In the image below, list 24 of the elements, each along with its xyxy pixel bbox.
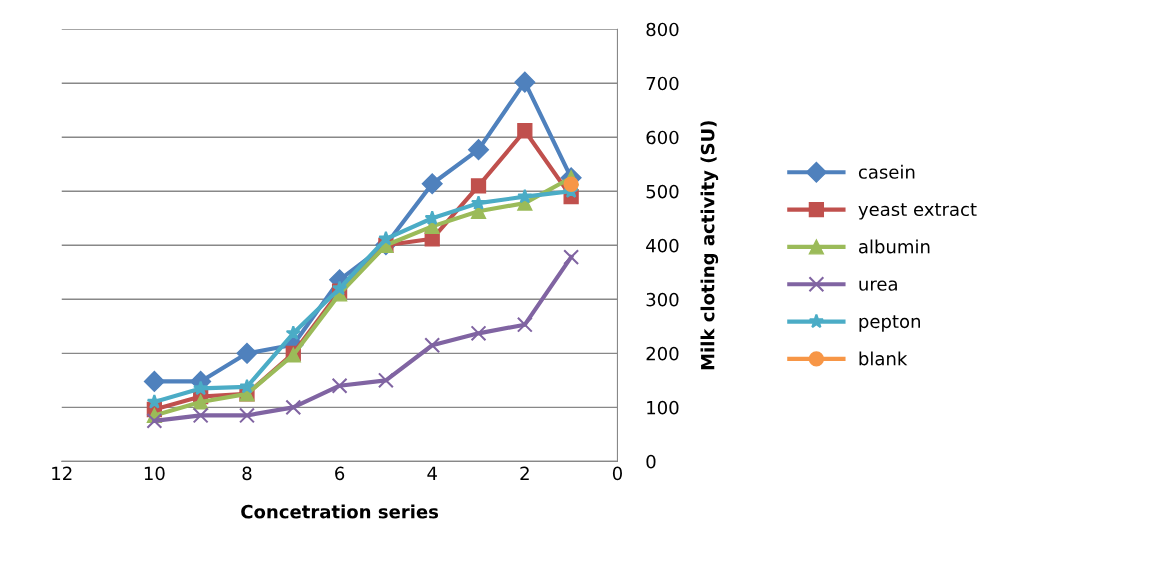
x-tick-label: 12 <box>52 466 72 480</box>
legend-label: casein <box>858 164 915 179</box>
y-tick-label: 800 <box>646 22 679 37</box>
legend-label: yeast extract <box>858 203 977 220</box>
y-tick-label: 400 <box>646 238 679 253</box>
legend-label: pepton <box>859 315 920 332</box>
y-tick-label: 300 <box>646 292 679 307</box>
x-tick-label: 8 <box>242 466 252 481</box>
legend-label: urea <box>859 280 897 291</box>
x-tick-label: 2 <box>520 466 529 480</box>
y-tick-label: 200 <box>646 346 679 361</box>
y-tick-label: 100 <box>647 400 679 415</box>
y-tick-label: 600 <box>646 130 679 145</box>
x-tick-label: 0 <box>612 466 622 481</box>
x-tick-label: 10 <box>144 466 165 481</box>
y-tick-label: 500 <box>646 184 679 199</box>
y-tick-label: 0 <box>646 454 656 469</box>
y-tick-label: 700 <box>646 76 679 91</box>
x-axis-title: Concetration series <box>241 504 439 519</box>
x-tick-label: 6 <box>335 466 345 481</box>
y-axis-title: Milk cloting activity (SU) <box>700 121 719 370</box>
legend-label: albumin <box>858 239 930 254</box>
legend-label: blank <box>859 351 908 366</box>
x-tick-label: 4 <box>427 466 437 480</box>
